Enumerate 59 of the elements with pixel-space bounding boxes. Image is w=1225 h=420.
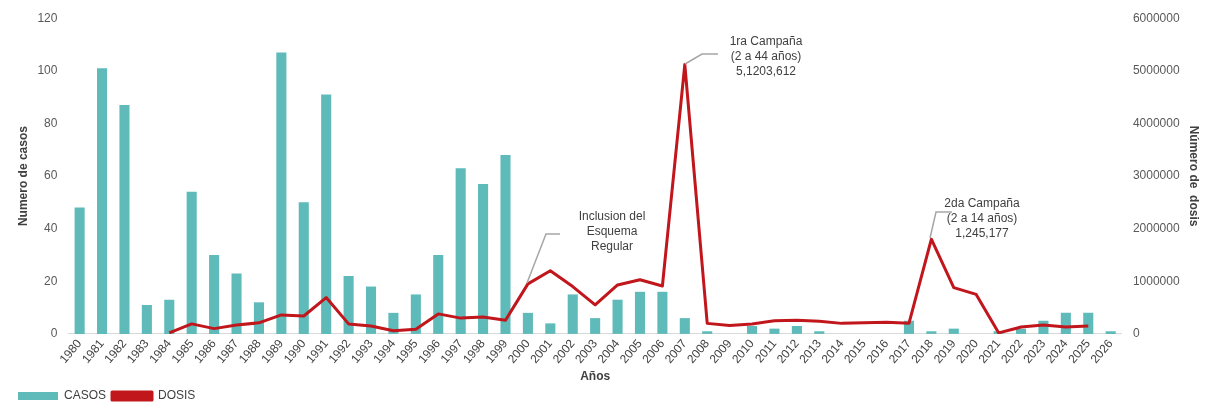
legend-label: CASOS [64,388,107,403]
bar [253,302,264,334]
y2-tick-label: 3000000 [1132,168,1180,183]
y-tick-label: 80 [44,115,58,130]
bar [209,254,220,334]
y2-tick-label: 1000000 [1132,273,1180,288]
y2-tick-label: 4000000 [1132,115,1180,130]
bar [455,168,466,334]
bar [791,326,802,334]
y-tick-label: 0 [50,326,58,341]
bar [141,304,152,334]
y2-axis-title: Número de dosis [1187,125,1202,227]
y2-tick-label: 6000000 [1132,10,1180,25]
y2-tick-label: 5000000 [1132,63,1180,78]
x-axis-title: Años [580,369,611,384]
bar [478,183,489,334]
bar [1105,331,1116,334]
y2-tick-label: 0 [1132,326,1140,341]
bar [657,291,668,334]
y2-tick-label: 2000000 [1132,220,1180,235]
bar [164,299,175,334]
bar [410,294,421,334]
y-axis-title: Numero de casos [15,125,30,227]
bar [702,331,713,334]
bar [119,105,130,334]
y-tick-label: 100 [37,63,58,78]
y-tick-label: 40 [44,220,58,235]
bar [500,155,511,334]
legend-label: DOSIS [158,388,196,403]
bar [231,273,242,334]
bar [321,94,332,334]
bar [590,318,601,334]
annotation: 2da Campaña (2 a 14 años) 1,245,177 [944,196,1021,241]
bar [97,68,108,334]
y-tick-label: 60 [44,168,58,183]
annotation: Inclusion del Esquema Regular [578,209,646,254]
bar [1083,312,1094,334]
bar [298,202,309,334]
bar [343,276,354,334]
bar [769,328,780,334]
bar [74,207,85,334]
bar [433,254,444,334]
bar [814,331,825,334]
bar [612,299,623,334]
bar [926,331,937,334]
bar [1015,328,1027,334]
bar [365,286,377,334]
bar [186,191,197,334]
bar [567,294,578,334]
bar [679,318,690,334]
bar [276,52,287,334]
annotation: 1ra Campaña (2 a 44 años) 5,1203,612 [729,34,803,79]
bar [522,312,533,334]
bar [948,328,959,334]
bar [747,326,758,334]
y-tick-label: 20 [44,273,58,288]
bar [545,323,556,334]
bar [634,291,646,334]
y-tick-label: 120 [37,10,58,25]
